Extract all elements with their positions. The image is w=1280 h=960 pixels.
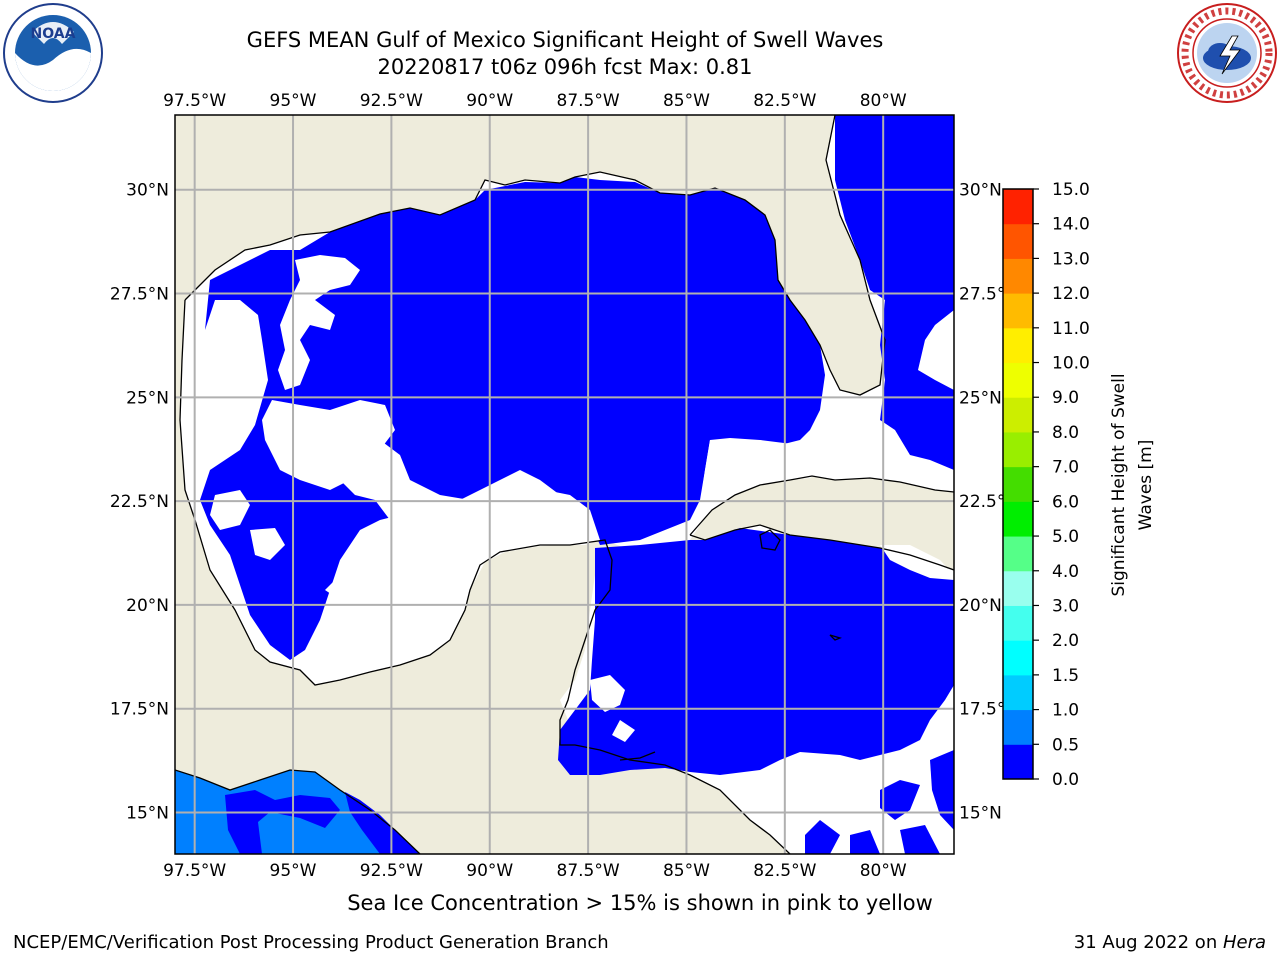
lon-label-bottom: 80°W xyxy=(860,861,907,881)
colorbar-tick-label: 13.0 xyxy=(1052,249,1090,269)
lat-label-right: 25°N xyxy=(959,388,1002,408)
pacific-water-low-swell xyxy=(345,792,420,854)
caribbean-swell-fringe xyxy=(900,825,940,854)
lat-label-left: 17.5°N xyxy=(110,700,169,720)
colorbar-tick-label: 0.0 xyxy=(1052,770,1079,790)
lat-label-left: 20°N xyxy=(126,596,169,616)
colorbar-tick-label: 0.5 xyxy=(1052,735,1079,755)
colorbar-segment xyxy=(1003,397,1033,433)
no-data-patch xyxy=(590,675,625,712)
lon-label-bottom: 87.5°W xyxy=(557,861,620,881)
chart-title: GEFS MEAN Gulf of Mexico Significant Hei… xyxy=(246,28,884,52)
lat-label-left: 30°N xyxy=(126,181,169,201)
colorbar-tick-label: 2.0 xyxy=(1052,631,1079,651)
lon-label-top: 82.5°W xyxy=(753,91,816,111)
colorbar-segment xyxy=(1003,605,1033,641)
no-data-patch xyxy=(612,720,635,742)
footer-date: 31 Aug 2022 on Hera xyxy=(1074,932,1266,953)
colorbar-tick-label: 3.0 xyxy=(1052,596,1079,616)
noaa-logo: NOAA xyxy=(3,3,103,103)
lon-label-top: 80°W xyxy=(860,91,907,111)
colorbar-tick-label: 6.0 xyxy=(1052,492,1079,512)
colorbar-segment xyxy=(1003,431,1033,468)
chart-subtitle: 20220817 t06z 096h fcst Max: 0.81 xyxy=(377,55,753,79)
svg-text:NOAA: NOAA xyxy=(31,26,76,42)
lat-label-left: 27.5°N xyxy=(110,285,169,305)
sea-ice-note: Sea Ice Concentration > 15% is shown in … xyxy=(347,891,933,915)
colorbar-tick-label: 4.0 xyxy=(1052,562,1079,582)
atlantic-water-swell xyxy=(835,115,954,470)
colorbar: 0.0 0.5 1.0 1.5 2.0 3.0 4.0 5.0 6.0 7.0 8.0 9.0 10.0… xyxy=(1002,180,1090,790)
colorbar-frame xyxy=(1002,188,1034,780)
lat-label-left: 22.5°N xyxy=(110,492,169,512)
colorbar-tick-label: 11.0 xyxy=(1052,319,1090,339)
colorbar-segment xyxy=(1003,536,1033,572)
colorbar-segment xyxy=(1003,466,1033,502)
colorbar-tick-label: 8.0 xyxy=(1052,423,1079,443)
footer-host: Hera xyxy=(1222,932,1266,953)
no-data-patch xyxy=(262,400,395,490)
lon-label-bottom: 85°W xyxy=(663,861,710,881)
colorbar-label-line2: Waves [m] xyxy=(1136,440,1156,531)
colorbar-segment xyxy=(1003,570,1033,606)
lat-label-right: 20°N xyxy=(959,596,1002,616)
lon-label-bottom: 90°W xyxy=(466,861,513,881)
footer-credit: NCEP/EMC/Verification Post Processing Pr… xyxy=(13,932,609,953)
colorbar-segment xyxy=(1003,744,1033,780)
colorbar-segment xyxy=(1003,501,1033,537)
caribbean-swell-fringe xyxy=(805,820,840,854)
footer-date-text: 31 Aug 2022 on xyxy=(1073,932,1223,953)
colorbar-tick-label: 15.0 xyxy=(1052,180,1090,200)
lon-label-top: 97.5°W xyxy=(163,91,226,111)
nws-logo xyxy=(1177,3,1277,103)
lon-label-bottom: 82.5°W xyxy=(753,861,816,881)
colorbar-segment xyxy=(1003,327,1033,364)
caribbean-swell-fringe xyxy=(880,780,920,820)
colorbar-segment xyxy=(1003,258,1033,294)
no-data-patch xyxy=(880,545,954,580)
caribbean-swell-fringe xyxy=(850,830,880,854)
no-data-patch xyxy=(325,440,600,650)
no-data-patch xyxy=(278,255,360,390)
caribbean-swell-fringe xyxy=(930,750,954,830)
gulf-swell-region xyxy=(200,177,825,660)
colorbar-segment xyxy=(1003,709,1033,745)
colorbar-tick-label: 1.0 xyxy=(1052,701,1079,721)
colorbar-segment xyxy=(1003,189,1033,225)
lon-label-bottom: 95°W xyxy=(270,861,317,881)
colorbar-tick-label: 10.0 xyxy=(1052,354,1090,374)
no-data-patch xyxy=(210,490,250,530)
colorbar-segment xyxy=(1003,223,1033,259)
lon-label-top: 95°W xyxy=(270,91,317,111)
lon-label-top: 85°W xyxy=(663,91,710,111)
colorbar-tick-label: 12.0 xyxy=(1052,284,1090,304)
colorbar-tick-label: 14.0 xyxy=(1052,215,1090,235)
no-data-patch xyxy=(700,440,825,510)
no-data-patch xyxy=(250,528,285,560)
colorbar-tick-label: 7.0 xyxy=(1052,458,1079,478)
lon-label-top: 90°W xyxy=(466,91,513,111)
lat-label-left: 15°N xyxy=(126,803,169,823)
lat-label-left: 25°N xyxy=(126,388,169,408)
pacific-water-low-swell xyxy=(225,790,340,854)
colorbar-segment xyxy=(1003,362,1033,398)
caribbean-swell-region xyxy=(558,528,954,775)
coastlines xyxy=(175,115,954,854)
lon-label-top: 87.5°W xyxy=(557,91,620,111)
colorbar-segment xyxy=(1003,640,1033,676)
lon-label-bottom: 97.5°W xyxy=(163,861,226,881)
lat-label-right: 30°N xyxy=(959,181,1002,201)
colorbar-label-line1: Significant Height of Swell xyxy=(1109,373,1129,596)
colorbar-segment xyxy=(1003,293,1033,329)
lon-label-top: 92.5°W xyxy=(360,91,423,111)
lat-label-right: 15°N xyxy=(959,803,1002,823)
colorbar-segment xyxy=(1003,674,1033,711)
lon-label-bottom: 92.5°W xyxy=(360,861,423,881)
map-frame xyxy=(174,114,955,855)
colorbar-tick-label: 9.0 xyxy=(1052,388,1079,408)
colorbar-tick-label: 5.0 xyxy=(1052,527,1079,547)
gridlines xyxy=(175,115,954,854)
colorbar-tick-label: 1.5 xyxy=(1052,666,1079,686)
